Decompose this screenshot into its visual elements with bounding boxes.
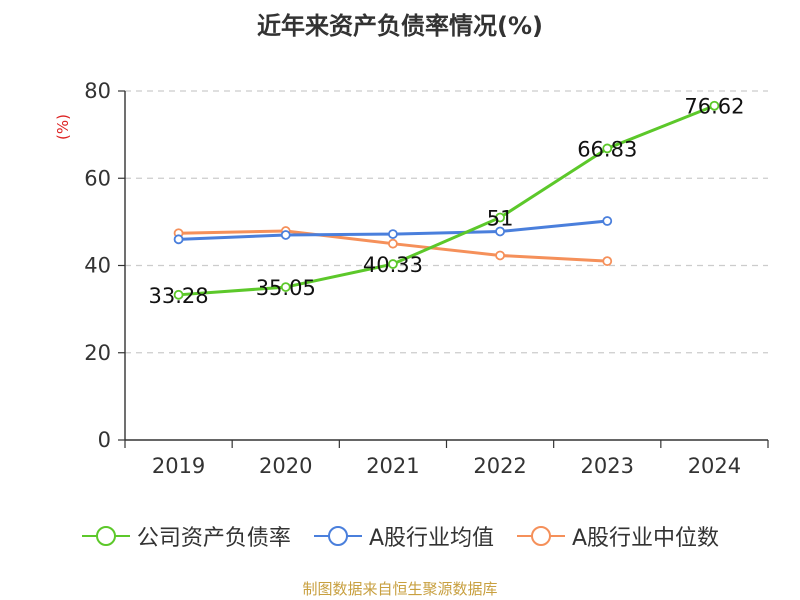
- series-2-point-4: [602, 256, 613, 267]
- y-tick-label-3: 60: [84, 166, 111, 190]
- legend-label-1: A股行业均值: [368, 526, 494, 551]
- legend-swatch-circle-2: [531, 526, 551, 546]
- data-label-3: 51: [487, 207, 514, 231]
- legend-swatch-circle-1: [327, 526, 348, 546]
- legend: 公司资产负债率 A股行业均值 A股行业中位数: [0, 520, 800, 552]
- series-0-point-1: [280, 282, 291, 292]
- axes: 0 20 40 60 80 2019 2020 2021 2022 2023 2024 (%): [54, 79, 769, 478]
- data-labels: 33.28 35.05 40.33 51 66.83 76.62: [149, 95, 745, 308]
- series-0-point-0: [173, 289, 184, 300]
- series-0-point-4: [602, 143, 613, 154]
- x-tick-label-0: 2019: [152, 454, 205, 478]
- legend-swatch-circle-0: [95, 526, 116, 546]
- series-0-point-5: [709, 100, 720, 111]
- y-axis-label: (%): [54, 114, 72, 140]
- data-label-0: 33.28: [149, 284, 209, 308]
- x-tick-label-1: 2020: [259, 454, 312, 478]
- y-tick-label-0: 0: [98, 428, 111, 452]
- legend-item-2: A股行业中位数: [516, 520, 719, 552]
- data-label-2: 40.33: [363, 253, 423, 277]
- legend-swatch-2: [517, 526, 565, 546]
- legend-item-0: 公司资产负债率: [81, 520, 291, 552]
- data-label-5: 76.62: [684, 95, 744, 119]
- series-1-point-1: [280, 230, 291, 240]
- x-tick-label-4: 2023: [581, 454, 634, 478]
- series-1-point-3: [495, 226, 505, 237]
- legend-label-0: 公司资产负债率: [136, 526, 291, 551]
- legend-item-1: A股行业均值: [313, 520, 494, 552]
- y-tick-label-4: 80: [84, 79, 111, 103]
- series-0-point-3: [495, 212, 505, 223]
- series-1-point-4: [602, 216, 613, 226]
- x-tick-label-3: 2022: [473, 454, 526, 478]
- y-tick-label-2: 40: [84, 254, 111, 278]
- source-note: 制图数据来自恒生聚源数据库: [302, 580, 498, 598]
- series-1-point-0: [173, 234, 184, 245]
- y-tick-label-1: 20: [84, 341, 111, 365]
- data-label-4: 66.83: [577, 137, 637, 161]
- series-2-point-3: [495, 250, 505, 261]
- legend-swatch-1: [313, 526, 362, 546]
- series-lines: [173, 100, 720, 300]
- x-tick-label-5: 2024: [688, 454, 741, 478]
- legend-label-2: A股行业中位数: [572, 526, 720, 551]
- series-2-point-2: [388, 238, 398, 249]
- chart-title: 近年来资产负债率情况(%): [257, 12, 543, 40]
- series-0-point-2: [388, 259, 398, 269]
- legend-swatch-0: [81, 526, 130, 546]
- series-1-point-2: [388, 229, 398, 239]
- x-tick-label-2: 2021: [366, 454, 419, 478]
- series-line-0: [178, 104, 715, 297]
- data-label-1: 35.05: [256, 276, 316, 300]
- grid-lines: [125, 90, 768, 354]
